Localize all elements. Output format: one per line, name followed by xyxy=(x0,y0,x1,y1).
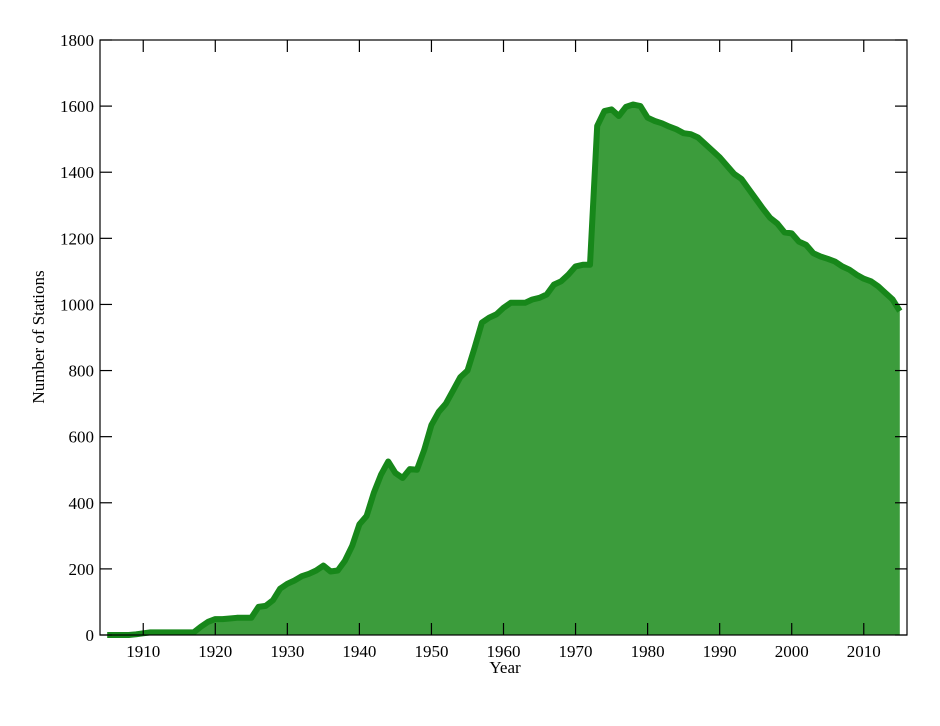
y-tick-label: 1600 xyxy=(60,97,94,116)
x-tick-label: 1930 xyxy=(270,642,304,661)
y-axis-label: Number of Stations xyxy=(29,270,48,403)
y-tick-label: 600 xyxy=(69,428,95,447)
x-tick-label: 2010 xyxy=(847,642,881,661)
x-tick-label: 1970 xyxy=(559,642,593,661)
x-tick-label: 1950 xyxy=(414,642,448,661)
y-tick-label: 800 xyxy=(69,362,95,381)
line xyxy=(107,101,903,638)
y-tick-label: 1800 xyxy=(60,31,94,50)
x-tick-label: 1960 xyxy=(487,642,521,661)
x-tick-label: 2000 xyxy=(775,642,809,661)
x-tick-label: 1990 xyxy=(703,642,737,661)
x-tick-label: 1940 xyxy=(342,642,376,661)
y-tick-label: 1400 xyxy=(60,163,94,182)
x-tick-label: 1920 xyxy=(198,642,232,661)
x-tick-label: 1910 xyxy=(126,642,160,661)
y-tick-label: 1200 xyxy=(60,229,94,248)
y-tick-label: 400 xyxy=(69,494,95,513)
y-tick-label: 1000 xyxy=(60,295,94,314)
x-axis-label: Year xyxy=(489,658,521,677)
y-tick-label: 0 xyxy=(86,626,95,645)
y-tick-label: 200 xyxy=(69,560,95,579)
area xyxy=(107,104,900,635)
x-tick-label: 1980 xyxy=(631,642,665,661)
